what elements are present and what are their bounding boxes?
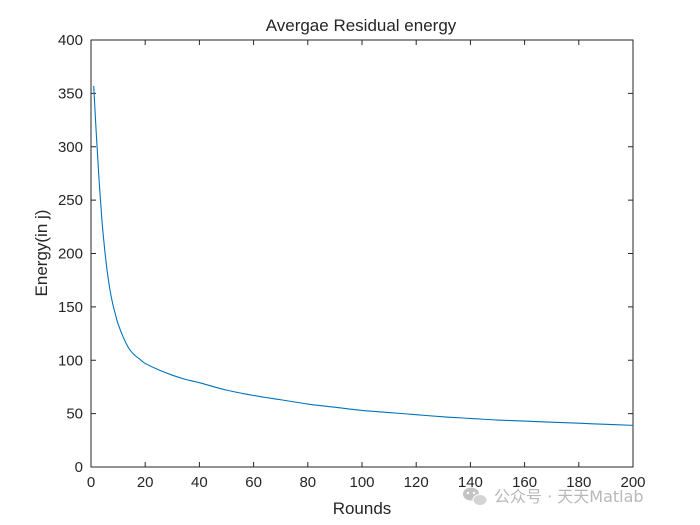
y-axis-ticks: 0 50 100 150 200 250 300 350 400 [58, 32, 633, 476]
watermark: 公众号 · 天天Matlab [463, 487, 644, 506]
y-axis-title: Energy(in j) [32, 210, 51, 297]
plot-area [90, 39, 634, 468]
wechat-icon [463, 487, 488, 506]
x-tick-label: 0 [87, 474, 95, 491]
y-tick-label: 150 [58, 299, 83, 316]
x-tick-label: 60 [245, 474, 262, 491]
x-tick-label: 80 [299, 474, 316, 491]
x-tick-label: 160 [512, 474, 537, 491]
x-tick-label: 140 [458, 474, 483, 491]
x-tick-label: 180 [566, 474, 591, 491]
y-tick-label: 400 [58, 32, 83, 49]
y-tick-label: 300 [58, 139, 83, 156]
x-axis-ticks: 0 20 40 60 80 100 120 140 160 180 200 [87, 40, 646, 491]
y-tick-label: 250 [58, 192, 83, 209]
x-tick-label: 40 [191, 474, 208, 491]
x-tick-label: 100 [349, 474, 374, 491]
y-tick-label: 100 [58, 352, 83, 369]
x-axis-title: Rounds [333, 499, 392, 518]
x-tick-label: 120 [404, 474, 429, 491]
series-line [93, 85, 634, 426]
chart-title: Avergae Residual energy [266, 16, 457, 35]
x-tick-label: 20 [137, 474, 154, 491]
y-tick-label: 350 [58, 85, 83, 102]
y-tick-label: 0 [75, 459, 83, 476]
y-tick-label: 200 [58, 246, 83, 263]
y-tick-label: 50 [66, 406, 83, 423]
x-tick-label: 200 [620, 474, 645, 491]
watermark-text: 公众号 · 天天Matlab [494, 487, 644, 506]
